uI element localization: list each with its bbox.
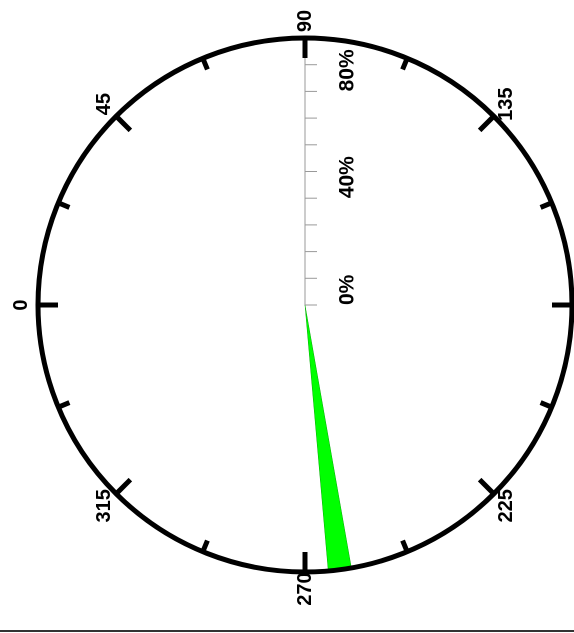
- major-angle-tick: [477, 477, 496, 496]
- minor-angle-tick: [200, 57, 210, 71]
- major-angle-tick: [114, 114, 133, 133]
- angle-label-315: 315: [93, 489, 115, 522]
- major-angle-tick: [477, 114, 496, 133]
- rose-petal: [304, 304, 352, 572]
- angle-labels: 90 135 225 270 315 0 45: [10, 10, 517, 606]
- angle-label-135: 135: [495, 87, 517, 120]
- angle-label-225: 225: [495, 489, 517, 522]
- minor-angle-tick: [200, 539, 210, 553]
- bottom-divider: [0, 630, 574, 632]
- angle-label-90: 90: [294, 10, 316, 32]
- radial-label-0: 0%: [336, 274, 359, 305]
- radial-labels: 0% 40% 80%: [336, 49, 359, 305]
- major-angle-tick: [114, 477, 133, 496]
- angle-label-0: 0: [10, 299, 32, 310]
- petal-layer: [304, 304, 352, 572]
- radial-label-80: 80%: [336, 49, 359, 91]
- minor-angle-tick: [400, 57, 410, 71]
- minor-angle-tick: [400, 539, 410, 553]
- radial-axis: [304, 37, 317, 306]
- angle-ticks: [38, 38, 572, 572]
- angle-label-270: 270: [294, 572, 316, 605]
- angle-label-45: 45: [93, 93, 115, 115]
- minor-angle-tick: [539, 400, 553, 410]
- radial-label-40: 40%: [336, 156, 359, 198]
- minor-angle-tick: [539, 200, 553, 210]
- minor-angle-tick: [57, 200, 71, 210]
- minor-angle-tick: [57, 400, 71, 410]
